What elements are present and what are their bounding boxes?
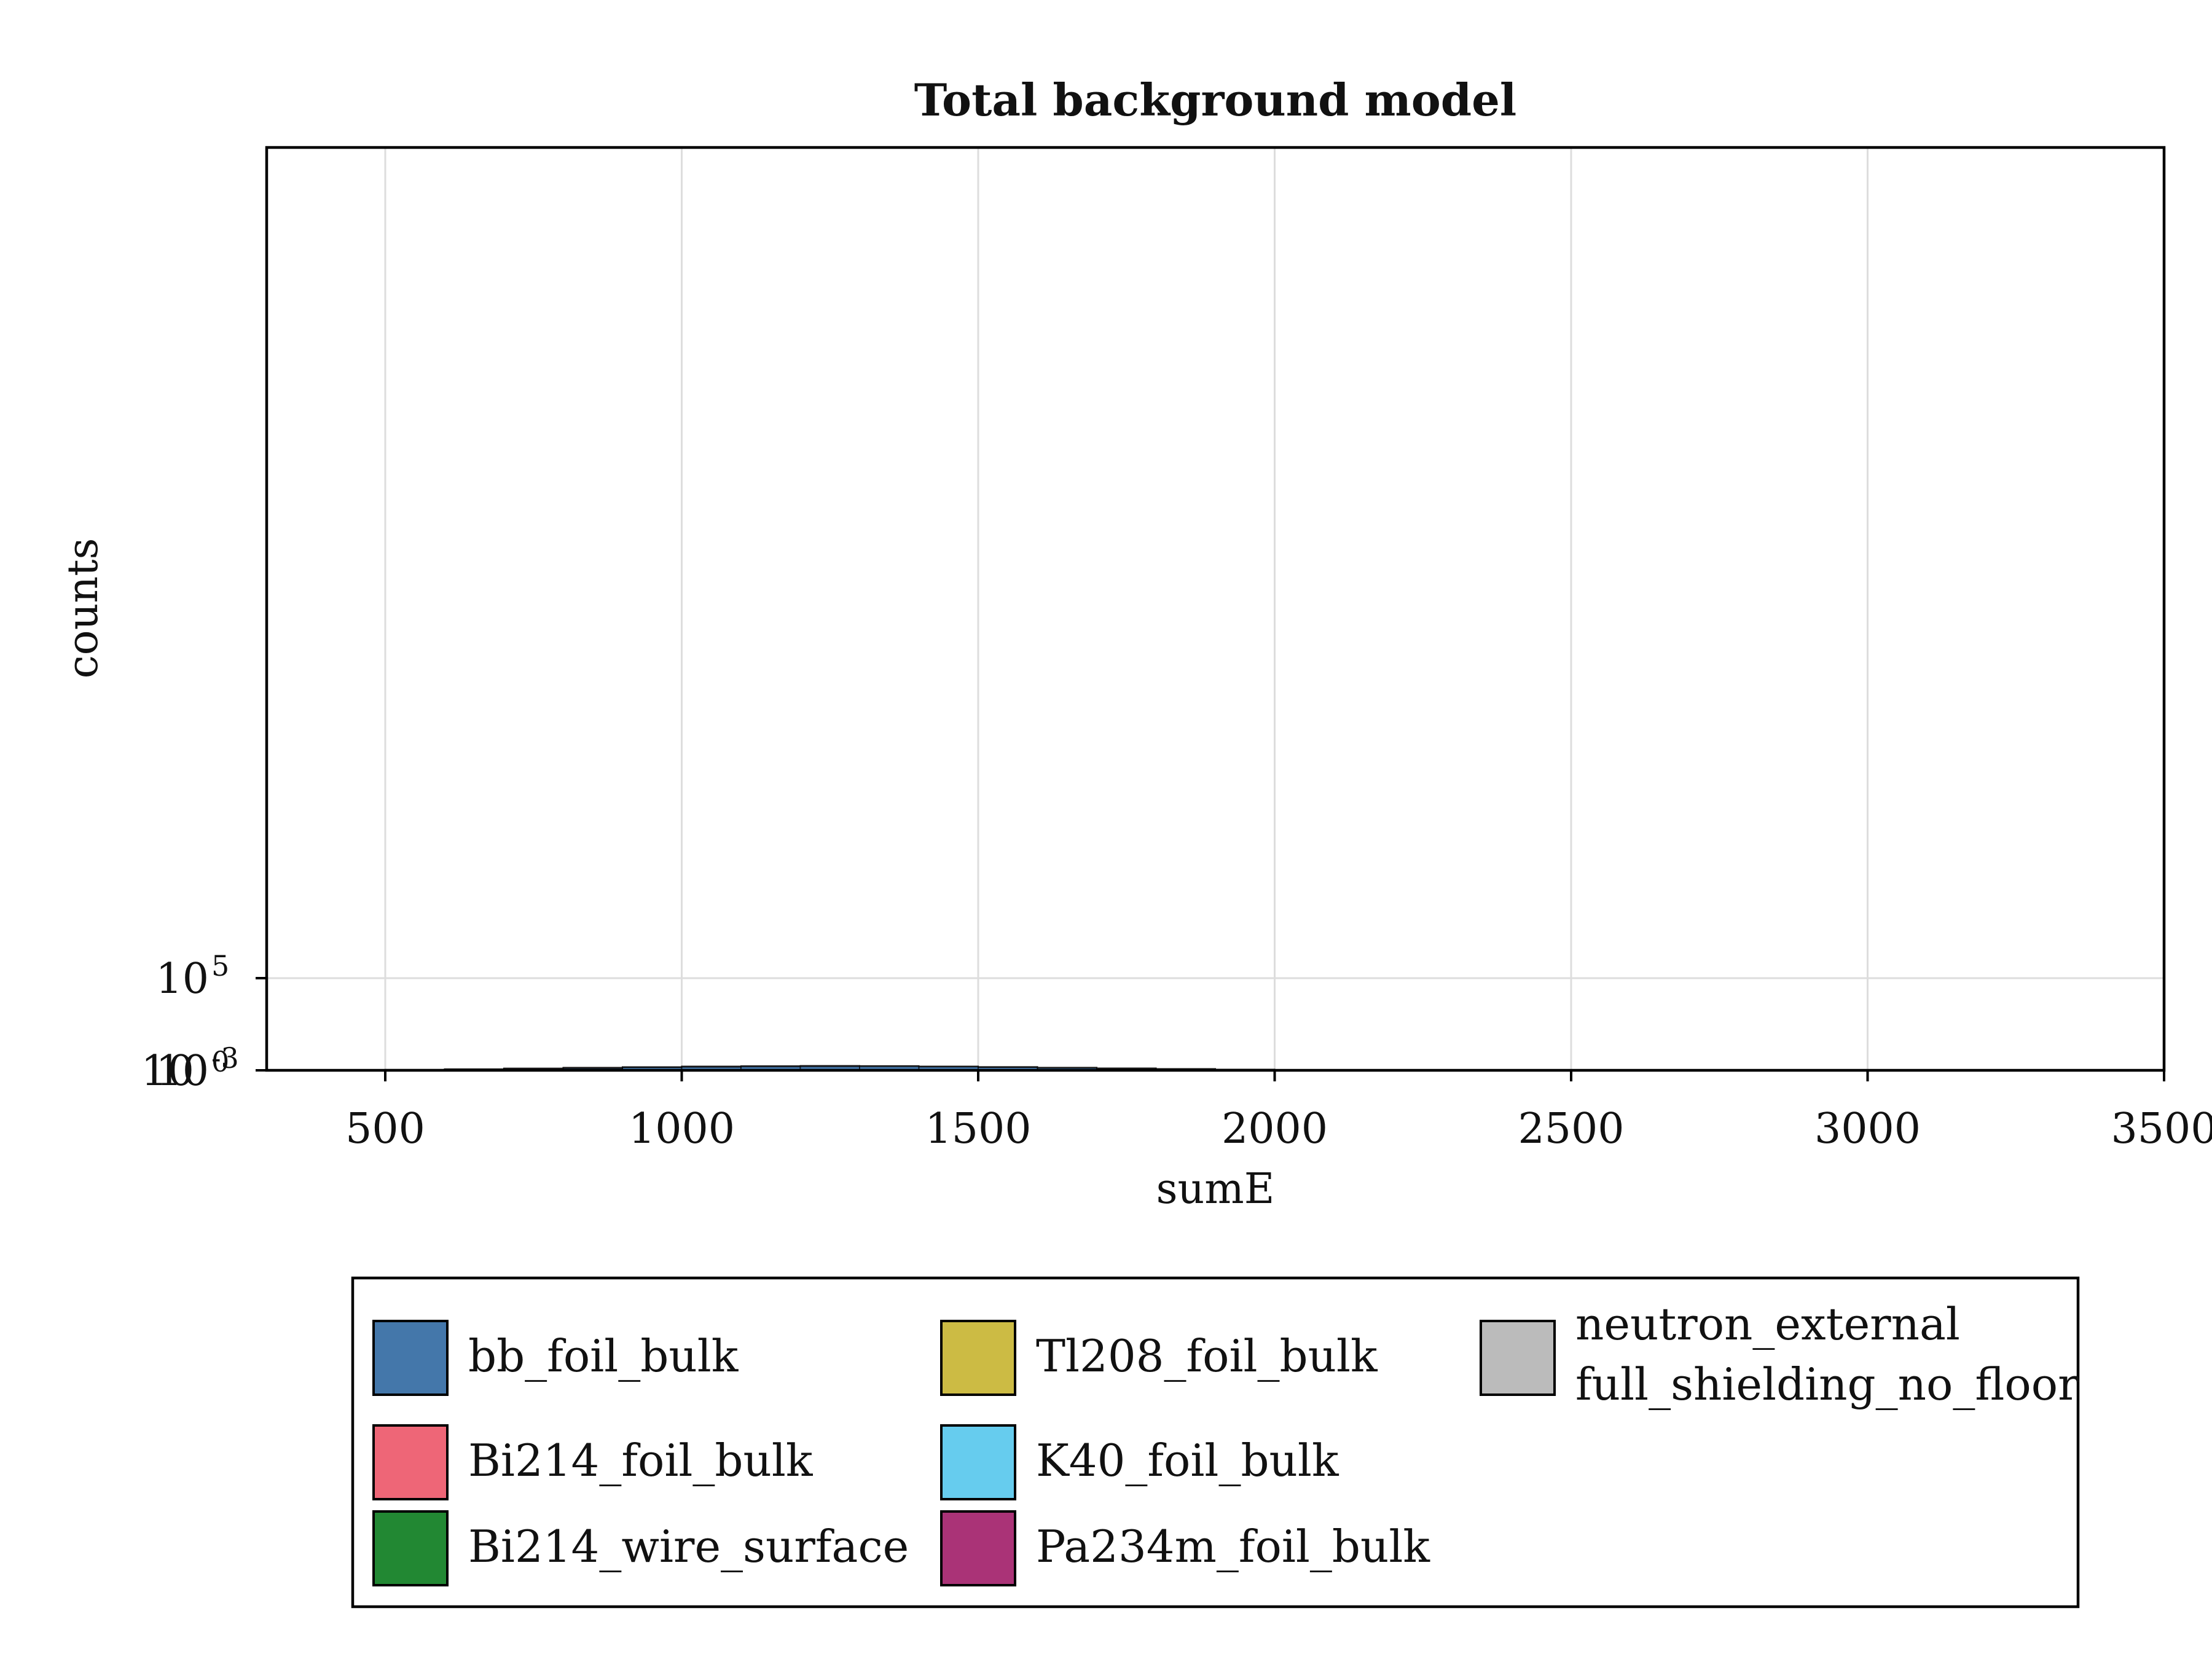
legend-label: Bi214_foil_bulk: [468, 1435, 814, 1486]
y-tick-label-exponent: -3: [211, 1041, 239, 1075]
legend: bb_foil_bulk Bi214_foil_bulk Bi214_wire_su…: [372, 1298, 2079, 1586]
x-tick-label: 1500: [925, 1105, 1031, 1153]
y-tick-label-exponent: 0: [211, 1045, 229, 1078]
legend-item-5: Pa234m_foil_bulk: [940, 1510, 1430, 1586]
histogram-bar: [799, 1065, 860, 1067]
legend-label: bb_foil_bulk: [468, 1330, 739, 1382]
chart-title: Total background model: [914, 74, 1517, 126]
legend-label: K40_foil_bulk: [1036, 1435, 1339, 1486]
legend-item-2: Bi214_wire_surface: [372, 1510, 909, 1586]
y-axis-ticks: 10 -310 010 5: [141, 949, 267, 1096]
legend-label: neutron_external: [1575, 1298, 1960, 1350]
x-tick-label: 3500: [2111, 1105, 2212, 1153]
x-tick-label: 1000: [629, 1105, 735, 1153]
histogram-bar: [859, 1065, 920, 1067]
x-tick-label: 500: [345, 1105, 425, 1153]
x-tick-label: 3000: [1814, 1105, 1921, 1153]
histogram-bar: [503, 1067, 564, 1070]
histogram-bar: [740, 1065, 801, 1067]
x-tick-label: 2500: [1518, 1105, 1624, 1153]
legend-label: Pa234m_foil_bulk: [1036, 1521, 1430, 1572]
legend-item-6: neutron_external full_shielding_no_floor: [1480, 1298, 2079, 1410]
legend-label: Bi214_wire_surface: [468, 1521, 909, 1572]
legend-item-3: Tl208_foil_bulk: [940, 1320, 1378, 1396]
histogram-bar: [1096, 1067, 1157, 1070]
legend-swatch: [940, 1510, 1016, 1586]
legend-label: Tl208_foil_bulk: [1036, 1330, 1378, 1382]
plot-area-frame: [265, 146, 2166, 1072]
legend-swatch: [940, 1320, 1016, 1396]
legend-item-1: Bi214_foil_bulk: [372, 1424, 814, 1500]
legend-swatch: [940, 1424, 1016, 1500]
legend-item-0: bb_foil_bulk: [372, 1320, 739, 1396]
y-axis-label: counts: [59, 538, 108, 679]
y-tick-label: 10: [141, 1047, 194, 1096]
legend-label: full_shielding_no_floor: [1575, 1358, 2079, 1410]
legend-item-4: K40_foil_bulk: [940, 1424, 1339, 1500]
legend-frame: [351, 1276, 2080, 1609]
y-tick-label: 10: [155, 955, 209, 1003]
y-tick-label: 10: [155, 1047, 209, 1096]
x-axis-ticks: 500 1000 1500 2000 2500 3000 3500: [345, 1070, 2212, 1153]
legend-swatch: [372, 1510, 449, 1586]
x-tick-label: 2000: [1222, 1105, 1328, 1153]
y-tick-label-exponent: 5: [211, 949, 229, 982]
x-axis-label: sumE: [1156, 1165, 1275, 1213]
histogram-bar: [1037, 1067, 1097, 1068]
legend-swatch: [372, 1320, 449, 1396]
grid: [267, 147, 2164, 1070]
legend-swatch: [372, 1424, 449, 1500]
legend-swatch: [1480, 1320, 1556, 1396]
